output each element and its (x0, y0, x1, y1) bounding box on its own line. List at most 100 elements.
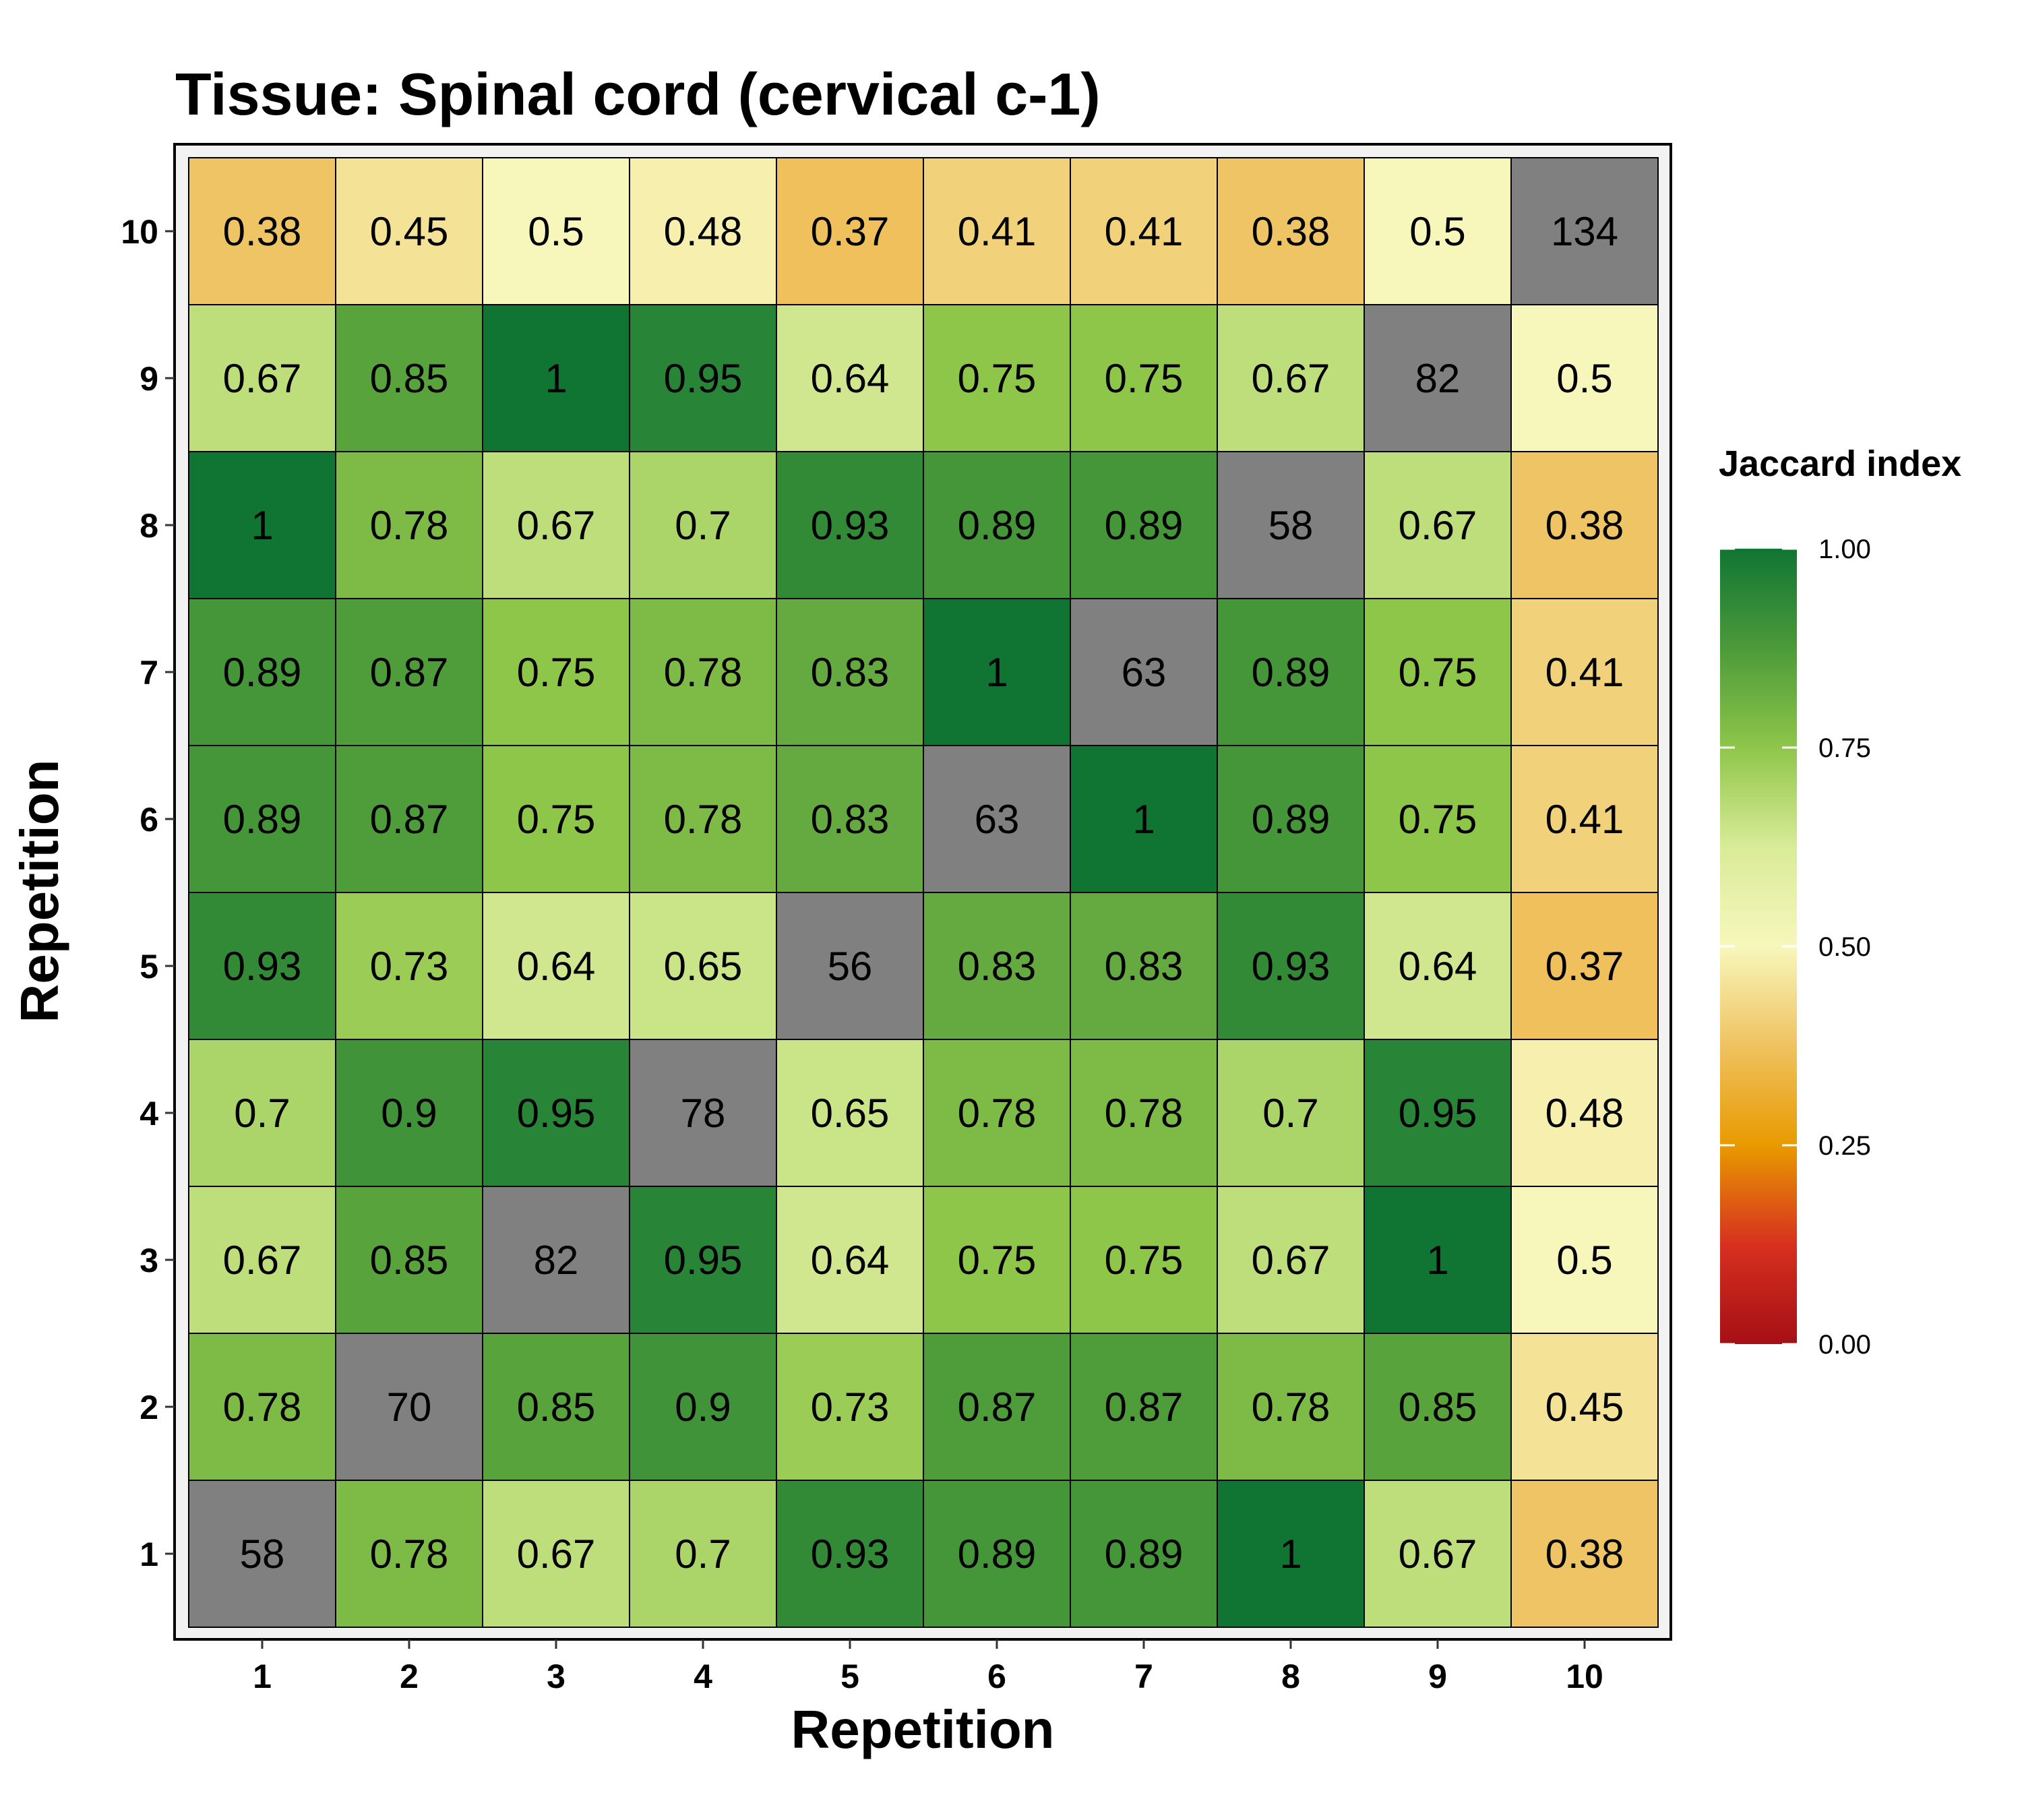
heatmap-cell (1510, 304, 1659, 452)
cell-value-label: 0.67 (223, 1238, 302, 1283)
heatmap-cell (188, 451, 336, 599)
cell-value-label: 0.95 (664, 356, 743, 401)
y-tick-label: 1 (140, 1536, 158, 1573)
heatmap-cell (1070, 1333, 1218, 1481)
cell-value-label: 0.41 (1545, 650, 1624, 695)
cell-value-label: 1 (1426, 1238, 1448, 1283)
heatmap-cell (335, 745, 483, 893)
heatmap-cell (335, 157, 483, 305)
heatmap-cell (1510, 745, 1659, 893)
cell-value-label: 0.73 (370, 944, 449, 989)
y-tick-label: 3 (140, 1242, 158, 1279)
heatmap-cell (923, 892, 1071, 1040)
heatmap-cell (629, 157, 777, 305)
cell-value-label: 0.95 (517, 1091, 596, 1136)
cell-value-label: 1 (545, 356, 567, 401)
cell-value-label: 82 (534, 1238, 579, 1283)
heatmap-cell (629, 1186, 777, 1334)
cell-value-label: 0.48 (664, 209, 743, 254)
cell-value-label: 0.5 (1409, 209, 1465, 254)
cell-value-label: 0.5 (1556, 1238, 1612, 1283)
heatmap-cell (1070, 892, 1218, 1040)
cell-value-label: 0.37 (1545, 944, 1624, 989)
cell-value-label: 0.67 (1399, 503, 1477, 548)
cell-value-label: 0.83 (958, 944, 1037, 989)
heatmap-cell (923, 1333, 1071, 1481)
x-tick-label: 4 (694, 1658, 712, 1695)
cell-value-label: 0.38 (1545, 503, 1624, 548)
cell-value-label: 0.78 (1105, 1091, 1184, 1136)
cell-value-label: 0.89 (958, 1531, 1037, 1577)
heatmap-cell (629, 1480, 777, 1628)
heatmap-cell (923, 1186, 1071, 1334)
cell-value-label: 63 (975, 797, 1020, 842)
cell-value-label: 0.7 (1262, 1091, 1318, 1136)
cell-value-label: 1 (1132, 797, 1155, 842)
heatmap-cell (776, 304, 924, 452)
heatmap-cell (1364, 598, 1512, 746)
cell-value-label: 0.9 (381, 1091, 437, 1136)
heatmap-cell (1364, 1480, 1512, 1628)
cell-value-label: 70 (387, 1385, 432, 1430)
cell-value-label: 0.65 (664, 944, 743, 989)
cell-value-label: 0.75 (1105, 356, 1184, 401)
legend-title: Jaccard index (1719, 444, 1961, 484)
cell-value-label: 0.48 (1545, 1091, 1624, 1136)
heatmap-cell (335, 451, 483, 599)
cell-value-label: 0.73 (811, 1385, 890, 1430)
y-axis-title: Repetition (9, 759, 69, 1023)
heatmap-cell (1070, 1039, 1218, 1187)
cell-value-label: 1 (985, 650, 1008, 695)
x-tick-label: 8 (1281, 1658, 1300, 1695)
cell-value-label: 0.75 (1399, 650, 1477, 695)
heatmap-cell (1364, 745, 1512, 893)
cell-value-label: 0.89 (1252, 650, 1330, 695)
cell-value-label: 0.64 (517, 944, 596, 989)
y-tick-label: 6 (140, 801, 158, 839)
cell-value-label: 0.37 (811, 209, 890, 254)
legend-tick-label: 0.50 (1818, 932, 1871, 962)
y-tick-label: 2 (140, 1389, 158, 1426)
x-tick-label: 5 (840, 1658, 859, 1695)
heatmap-cell (923, 304, 1071, 452)
heatmap-cell (1217, 892, 1365, 1040)
cell-value-label: 0.85 (370, 356, 449, 401)
heatmap-cell (776, 1333, 924, 1481)
heatmap-cell (188, 1186, 336, 1334)
cell-value-label: 0.41 (1545, 797, 1624, 842)
heatmap-cell (1510, 451, 1659, 599)
cell-value-label: 0.45 (1545, 1385, 1624, 1430)
cell-value-label: 0.87 (958, 1385, 1037, 1430)
heatmap-cell (1217, 1480, 1365, 1628)
heatmap-cell (335, 1333, 483, 1481)
cell-value-label: 0.75 (1399, 797, 1477, 842)
x-tick-label: 10 (1566, 1658, 1603, 1695)
cell-value-label: 0.5 (1556, 356, 1612, 401)
cell-value-label: 0.67 (517, 503, 596, 548)
heatmap-cell (776, 598, 924, 746)
heatmap-cell (188, 1333, 336, 1481)
cell-value-label: 78 (681, 1091, 726, 1136)
legend-tick-label: 0.75 (1818, 733, 1871, 763)
y-tick-label: 5 (140, 948, 158, 985)
cell-value-label: 0.75 (517, 650, 596, 695)
cell-value-label: 0.93 (811, 1531, 890, 1577)
cell-value-label: 0.65 (811, 1091, 890, 1136)
heatmap-cell (1364, 451, 1512, 599)
cell-value-label: 0.75 (958, 1238, 1037, 1283)
heatmap-cell (188, 598, 336, 746)
cell-value-label: 0.78 (370, 1531, 449, 1577)
heatmap-cell (923, 598, 1071, 746)
heatmap-cell (335, 1186, 483, 1334)
legend: Jaccard index 0.00 0.25 0.50 0.75 1.00 (1719, 444, 1961, 1360)
cell-value-label: 0.85 (370, 1238, 449, 1283)
cell-value-label: 0.89 (1105, 1531, 1184, 1577)
heatmap-cell (1070, 745, 1218, 893)
heatmap-cell (1364, 304, 1512, 452)
heatmap-cell (776, 1480, 924, 1628)
cell-value-label: 0.83 (1105, 944, 1184, 989)
legend-tick-label: 1.00 (1818, 535, 1871, 564)
y-tick-label: 7 (140, 654, 158, 692)
cell-value-label: 56 (828, 944, 873, 989)
x-tick-label: 2 (400, 1658, 419, 1695)
